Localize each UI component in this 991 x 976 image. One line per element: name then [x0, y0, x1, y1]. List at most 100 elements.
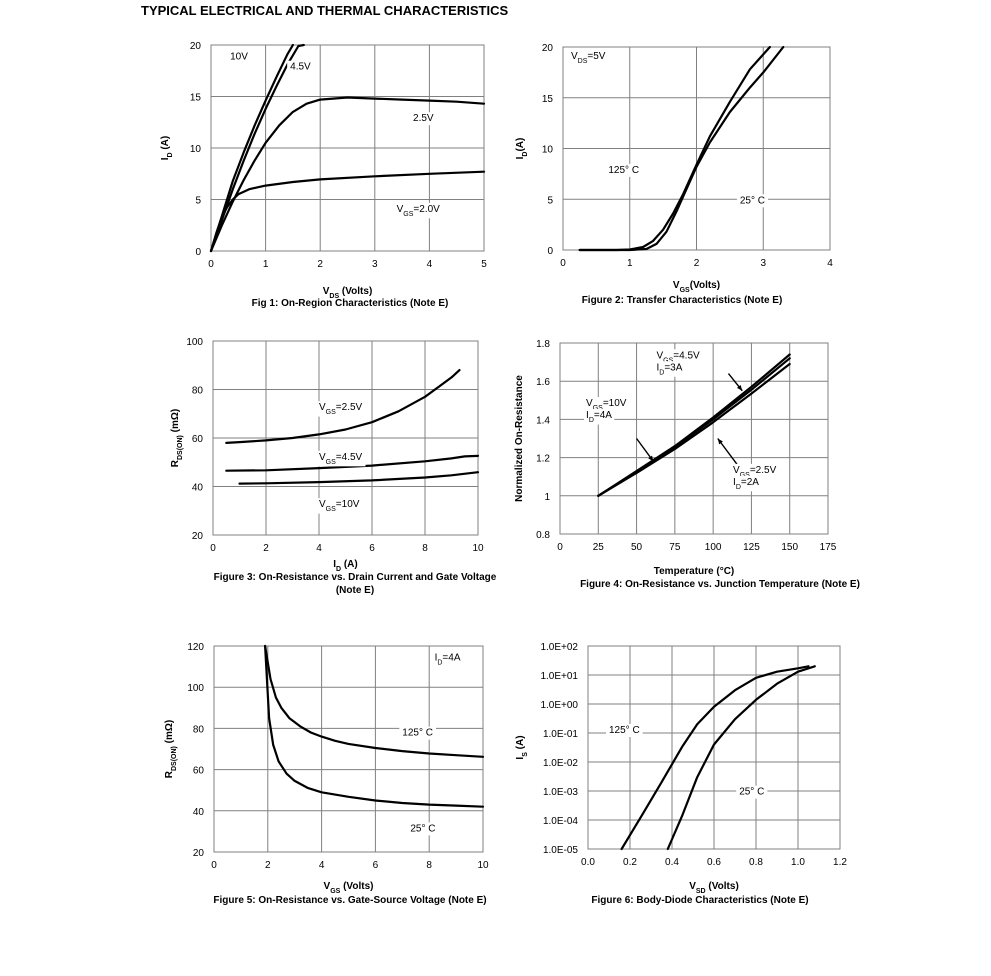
annotation-label-bg — [605, 163, 643, 177]
y-axis-label: ID (A) — [160, 136, 174, 161]
y-tick-label: 1.0E-03 — [543, 787, 578, 798]
x-tick-label: 150 — [781, 542, 798, 553]
y-tick-label: 5 — [547, 195, 553, 206]
annotation-label: VGS=2.0V — [397, 204, 441, 218]
annotation-label-bg — [654, 349, 703, 365]
series-line-0 — [264, 644, 485, 758]
x-tick-label: 3 — [760, 258, 766, 269]
x-tick-label: 4 — [316, 543, 322, 554]
x-tick-label: 0 — [211, 860, 217, 871]
y-tick-label: 60 — [192, 434, 204, 445]
annotation-label-bg — [393, 202, 444, 219]
y-tick-label: 0 — [547, 246, 553, 257]
y-tick-label: 10 — [190, 144, 202, 155]
y-tick-label: 10 — [542, 145, 554, 156]
y-tick-label: 1.8 — [536, 339, 550, 350]
annotation-label: 10V — [230, 51, 248, 62]
x-tick-label: 0 — [208, 259, 214, 270]
annotation-label-bg — [736, 194, 769, 208]
y-axis-label: Normalized On-Resistance — [514, 375, 525, 502]
annotation-label: 25° C — [739, 787, 764, 798]
x-tick-label: 4 — [319, 860, 325, 871]
x-tick-label: 10 — [477, 860, 489, 871]
x-axis-label: VGS(Volts) — [673, 280, 720, 294]
y-tick-label: 1.6 — [536, 377, 550, 388]
series-line-2 — [238, 471, 480, 485]
annotation-label-bg — [316, 498, 363, 514]
x-tick-label: 75 — [669, 542, 681, 553]
x-tick-label: 25 — [593, 542, 605, 553]
x-tick-label: 4 — [827, 258, 833, 269]
series-line-1 — [209, 43, 305, 253]
x-tick-label: 1.2 — [833, 857, 847, 868]
y-tick-label: 15 — [190, 93, 202, 104]
annotation-label: VGS=10V — [586, 398, 627, 412]
x-tick-label: 4 — [427, 259, 433, 270]
plot-frame — [587, 645, 841, 850]
x-tick-label: 2 — [263, 543, 269, 554]
caption-fig3: Figure 3: On-Resistance vs. Drain Curren… — [213, 572, 497, 596]
caption-fig4: Figure 4: On-Resistance vs. Junction Tem… — [580, 579, 860, 590]
y-tick-label: 40 — [193, 807, 205, 818]
y-tick-label: 1.0E+00 — [540, 700, 578, 711]
y-tick-label: 0.8 — [536, 530, 550, 541]
annotation-label-bg — [316, 450, 366, 467]
annotation-label: ID=3A — [656, 362, 682, 376]
annotation-arrowhead — [736, 384, 743, 391]
x-tick-label: 2 — [265, 860, 271, 871]
annotation-label-bg — [407, 822, 439, 836]
series-line-2 — [209, 96, 486, 253]
y-axis-label: IS (A) — [515, 735, 529, 759]
y-tick-label: 1.0E+01 — [540, 671, 578, 682]
caption-fig2: Figure 2: Transfer Characteristics (Note… — [581, 295, 783, 306]
y-axis-label: RDS(ON) (mΩ) — [164, 720, 178, 778]
annotation-label-bg — [410, 112, 437, 126]
y-tick-label: 60 — [193, 766, 205, 777]
y-tick-label: 1.0E-02 — [543, 758, 578, 769]
plot-frame — [210, 44, 485, 252]
y-tick-label: 120 — [187, 642, 204, 653]
series-line-0 — [209, 43, 294, 253]
x-tick-label: 0.4 — [665, 857, 679, 868]
annotation-label-bg — [731, 463, 779, 480]
annotation-label-bg — [287, 60, 315, 74]
annotation-label: VGS=2.5V — [733, 465, 777, 479]
series-line-2 — [597, 362, 791, 497]
annotation-label: ID=4A — [586, 410, 612, 424]
x-tick-label: 125 — [743, 542, 760, 553]
y-tick-label: 40 — [192, 483, 204, 494]
series-line-0 — [225, 369, 461, 444]
y-tick-label: 80 — [192, 386, 204, 397]
annotation-label: ID=2A — [733, 477, 759, 491]
caption-fig1: Fig 1: On-Region Characteristics (Note E… — [251, 298, 449, 309]
x-tick-label: 2 — [694, 258, 700, 269]
plot-frame — [212, 340, 479, 536]
annotation-label-bg — [227, 50, 252, 64]
plot-frame — [562, 46, 831, 251]
y-tick-label: 20 — [542, 43, 554, 54]
x-tick-label: 3 — [372, 259, 378, 270]
y-tick-label: 0 — [195, 247, 201, 258]
annotation-label: 125° C — [608, 165, 639, 176]
plot-frame — [559, 342, 829, 535]
x-tick-label: 6 — [373, 860, 379, 871]
y-tick-label: 80 — [193, 724, 205, 735]
x-tick-label: 50 — [631, 542, 643, 553]
annotation-arrow — [717, 438, 740, 468]
annotation-label-bg — [568, 50, 609, 66]
x-tick-label: 0.2 — [623, 857, 637, 868]
x-tick-label: 8 — [422, 543, 428, 554]
y-tick-label: 1.2 — [536, 454, 550, 465]
annotation-label: 2.5V — [413, 113, 434, 124]
x-tick-label: 1.0 — [791, 857, 805, 868]
y-tick-label: 1.0E-04 — [543, 816, 578, 827]
series-line-1 — [666, 665, 816, 851]
annotation-label-bg — [736, 785, 768, 799]
x-tick-label: 100 — [705, 542, 722, 553]
y-tick-label: 5 — [195, 196, 201, 207]
x-axis-label: ID (A) — [333, 559, 358, 573]
series-line-0 — [620, 665, 810, 851]
